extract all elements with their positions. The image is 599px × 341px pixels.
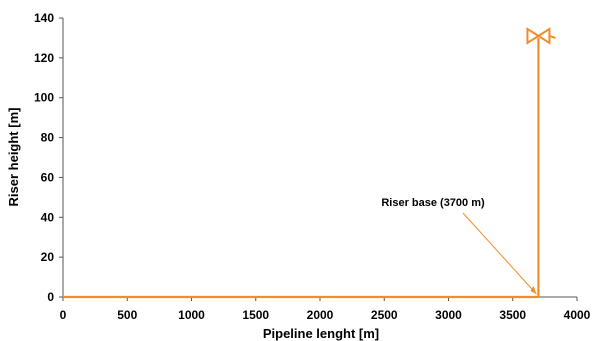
y-tick-label: 40 — [41, 210, 55, 224]
x-tick-label: 1000 — [178, 308, 205, 322]
pipeline-riser-line — [63, 37, 540, 299]
axes — [59, 17, 578, 301]
x-tick-label: 1500 — [242, 308, 269, 322]
y-tick-label: 20 — [41, 250, 55, 264]
annotation-leader-line — [462, 212, 537, 295]
y-tick-label: 140 — [34, 11, 54, 25]
x-tick-label: 2500 — [371, 308, 398, 322]
y-axis-title: Riser height [m] — [6, 108, 21, 207]
y-tick-label: 60 — [41, 170, 55, 184]
y-tick-label: 120 — [34, 51, 54, 65]
x-tick-label: 3000 — [435, 308, 462, 322]
annotation-arrowhead — [530, 286, 537, 294]
x-tick-label: 0 — [60, 308, 67, 322]
x-tick-label: 3500 — [499, 308, 526, 322]
x-tick-label: 2000 — [307, 308, 334, 322]
x-tick-labels: 0 500 1000 1500 2000 2500 3000 3500 4000 — [60, 308, 591, 322]
valve-left-triangle — [526, 27, 541, 45]
y-tick-labels: 0 20 40 60 80 100 120 140 — [34, 11, 54, 304]
x-axis-title: Pipeline lenght [m] — [263, 326, 379, 341]
y-tick-label: 100 — [34, 91, 54, 105]
plot-area: Riser base (3700 m) — [63, 27, 556, 299]
valve-icon — [526, 27, 556, 45]
y-tick-label: 0 — [47, 290, 54, 304]
x-tick-label: 4000 — [564, 308, 591, 322]
y-tick-label: 80 — [41, 131, 55, 145]
riser-base-annotation: Riser base (3700 m) — [381, 197, 485, 209]
valve-right-triangle — [536, 27, 551, 45]
valve-outlet-stub — [549, 34, 556, 39]
x-tick-label: 500 — [117, 308, 137, 322]
